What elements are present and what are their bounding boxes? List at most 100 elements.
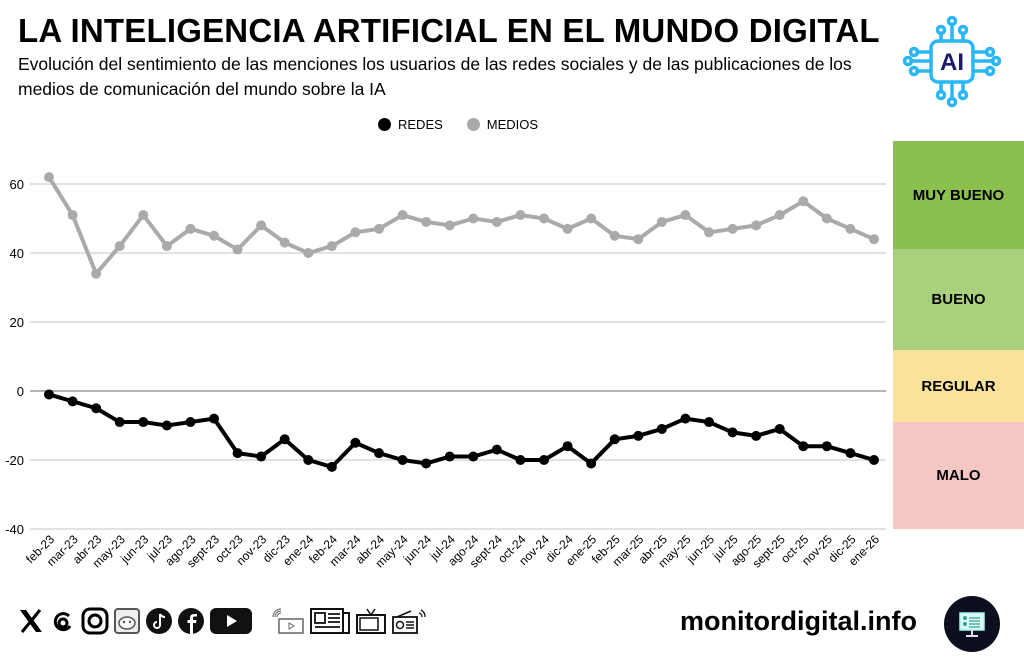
point-redes bbox=[374, 448, 384, 459]
y-tick-label: 40 bbox=[10, 246, 24, 261]
point-medios bbox=[209, 230, 219, 241]
point-medios bbox=[185, 223, 196, 234]
point-medios bbox=[798, 196, 809, 207]
point-redes bbox=[350, 437, 361, 448]
chart-legend: REDES MEDIOS bbox=[378, 117, 562, 132]
point-redes bbox=[515, 455, 526, 465]
point-medios bbox=[468, 213, 479, 224]
point-medios bbox=[303, 248, 314, 258]
legend-label-redes: REDES bbox=[398, 117, 443, 132]
point-redes bbox=[798, 441, 809, 452]
point-redes bbox=[869, 455, 879, 465]
band-regular: REGULAR bbox=[893, 350, 1024, 422]
point-medios bbox=[326, 241, 337, 252]
legend-item-redes[interactable]: REDES bbox=[378, 117, 443, 132]
point-medios bbox=[397, 210, 408, 221]
point-medios bbox=[774, 210, 785, 221]
point-redes bbox=[633, 430, 644, 441]
point-medios bbox=[374, 223, 384, 234]
point-medios bbox=[67, 210, 78, 221]
point-redes bbox=[444, 451, 455, 462]
point-redes bbox=[138, 417, 149, 428]
newspaper-icon[interactable] bbox=[308, 606, 352, 636]
point-redes bbox=[491, 444, 502, 455]
page-subtitle: Evolución del sentimiento de las mencion… bbox=[18, 54, 852, 99]
x-icon[interactable] bbox=[16, 606, 46, 636]
ai-chip-icon: AI bbox=[903, 15, 1001, 108]
legend-label-medios: MEDIOS bbox=[486, 117, 539, 132]
legend-item-medios[interactable]: MEDIOS bbox=[466, 117, 539, 132]
point-medios bbox=[232, 244, 243, 255]
sentiment-scale: MUY BUENO BUENO REGULAR MALO bbox=[893, 141, 1024, 529]
y-tick-label: 60 bbox=[10, 177, 24, 192]
point-redes bbox=[821, 441, 832, 452]
point-medios bbox=[869, 234, 879, 245]
page-title: LA INTELIGENCIA ARTIFICIAL EN EL MUNDO D… bbox=[18, 12, 880, 49]
point-redes bbox=[751, 430, 762, 441]
tiktok-icon[interactable] bbox=[144, 606, 174, 636]
point-medios bbox=[586, 213, 597, 224]
point-redes bbox=[326, 461, 337, 472]
monitor-icon[interactable] bbox=[944, 596, 1000, 652]
point-redes bbox=[91, 403, 102, 414]
band-label: MUY BUENO bbox=[912, 186, 1005, 204]
point-redes bbox=[161, 420, 172, 431]
point-redes bbox=[256, 451, 267, 462]
legend-marker-redes bbox=[378, 118, 391, 131]
point-medios bbox=[562, 223, 573, 234]
band-label: MALO bbox=[936, 467, 981, 484]
point-redes bbox=[609, 434, 620, 445]
point-redes bbox=[303, 455, 314, 465]
line-chart: 60 40 20 0 -20 -40 feb-23mar-23abr-23may-23ju… bbox=[5, 172, 886, 570]
reddit-icon[interactable] bbox=[112, 606, 142, 636]
point-medios bbox=[91, 268, 102, 279]
point-redes bbox=[44, 389, 54, 400]
point-medios bbox=[821, 213, 832, 224]
band-label: BUENO bbox=[931, 291, 986, 308]
point-medios bbox=[444, 220, 455, 231]
point-redes bbox=[704, 417, 714, 428]
point-medios bbox=[539, 213, 549, 224]
series-medios bbox=[44, 172, 879, 279]
facebook-icon[interactable] bbox=[176, 606, 206, 636]
footer-icons bbox=[16, 606, 430, 636]
legend-marker-medios bbox=[466, 118, 480, 131]
point-medios bbox=[845, 223, 856, 234]
point-medios bbox=[680, 210, 691, 221]
point-medios bbox=[633, 234, 644, 245]
threads-icon[interactable] bbox=[48, 606, 78, 636]
point-redes bbox=[185, 417, 196, 428]
point-redes bbox=[680, 413, 691, 424]
point-redes bbox=[468, 451, 479, 462]
series-redes bbox=[44, 389, 879, 472]
band-malo: MALO bbox=[893, 422, 1024, 529]
instagram-icon[interactable] bbox=[80, 606, 110, 636]
point-medios bbox=[609, 230, 620, 241]
ai-logo-text: AI bbox=[940, 49, 964, 76]
digital-media-icon[interactable] bbox=[270, 606, 306, 636]
y-tick-label: 0 bbox=[17, 384, 24, 399]
point-redes bbox=[562, 441, 573, 452]
point-redes bbox=[397, 455, 408, 465]
grid-lines bbox=[30, 183, 886, 530]
radio-icon[interactable] bbox=[390, 606, 428, 636]
point-medios bbox=[704, 227, 714, 238]
point-medios bbox=[44, 172, 54, 183]
point-redes bbox=[279, 434, 290, 445]
band-bueno: BUENO bbox=[893, 249, 1024, 350]
tv-icon[interactable] bbox=[354, 606, 388, 636]
y-tick-label: -20 bbox=[5, 453, 24, 468]
point-redes bbox=[586, 458, 597, 469]
y-tick-label: 20 bbox=[10, 315, 24, 330]
point-redes bbox=[656, 423, 667, 434]
point-redes bbox=[67, 396, 78, 407]
point-medios bbox=[161, 241, 172, 252]
site-url[interactable]: monitordigital.info bbox=[680, 606, 917, 636]
point-medios bbox=[751, 220, 762, 231]
point-redes bbox=[774, 423, 785, 434]
youtube-icon[interactable] bbox=[208, 606, 254, 636]
point-redes bbox=[727, 427, 738, 438]
point-medios bbox=[350, 227, 361, 238]
point-medios bbox=[421, 216, 432, 227]
line-redes bbox=[48, 392, 875, 469]
